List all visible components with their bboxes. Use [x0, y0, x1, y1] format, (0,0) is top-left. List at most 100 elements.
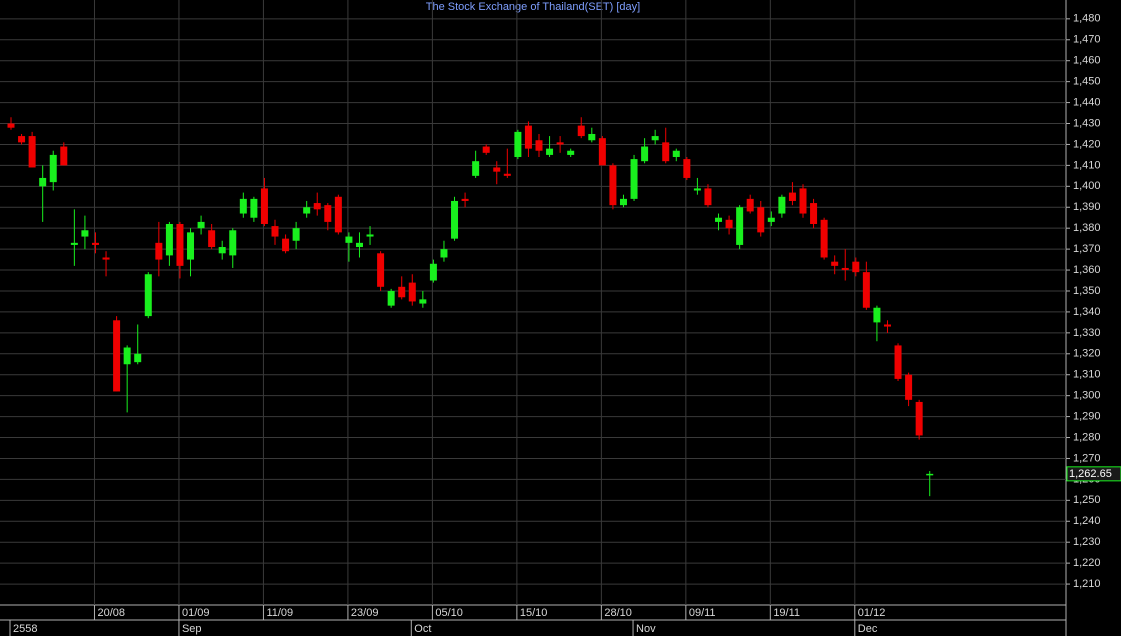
last-value-box — [1066, 466, 1121, 482]
candle-body — [18, 136, 26, 143]
candle-body — [905, 374, 913, 400]
y-tick-label: 1,350 — [1073, 285, 1101, 297]
candle-body — [788, 192, 796, 201]
y-tick-label: 1,410 — [1073, 159, 1101, 171]
x-tick-label: 09/11 — [689, 607, 716, 619]
y-tick-label: 1,470 — [1073, 34, 1101, 46]
candle-body — [736, 207, 744, 245]
candle-body — [535, 140, 543, 151]
y-tick-label: 1,460 — [1073, 55, 1101, 67]
candle-body — [767, 217, 775, 222]
candle-body — [440, 249, 448, 258]
candle-body — [144, 274, 152, 317]
candle-body — [345, 236, 353, 243]
candle-body — [49, 154, 57, 183]
candle-body — [915, 401, 923, 436]
candle-body — [197, 221, 205, 229]
candle-body — [704, 188, 712, 206]
y-tick-label: 1,400 — [1073, 180, 1101, 192]
y-tick-label: 1,270 — [1073, 452, 1101, 464]
candle-body — [778, 196, 786, 214]
month-label: Sep — [182, 623, 202, 635]
candle-body — [873, 307, 881, 323]
candle-body — [472, 161, 480, 176]
candle-body — [7, 123, 15, 128]
x-tick-label: 15/10 — [520, 607, 548, 619]
candle-body — [282, 238, 290, 252]
candle-body — [609, 165, 617, 206]
y-tick-label: 1,290 — [1073, 410, 1101, 422]
x-tick-label: 01/09 — [182, 607, 210, 619]
candle-body — [820, 219, 828, 258]
y-tick-label: 1,230 — [1073, 536, 1101, 548]
candle-body — [271, 226, 279, 237]
month-label: 2558 — [13, 623, 37, 635]
candle-body — [292, 228, 300, 241]
candle-body — [799, 188, 807, 214]
candle-body — [324, 205, 332, 222]
x-tick-label: 11/09 — [266, 607, 293, 619]
candle-body — [503, 173, 511, 176]
x-tick-label: 20/08 — [97, 607, 125, 619]
candle-body — [239, 198, 247, 214]
candle-body — [482, 146, 490, 153]
x-tick-label: 28/10 — [604, 607, 632, 619]
candle-body — [377, 253, 385, 287]
candle-body — [81, 230, 89, 237]
month-label: Dec — [858, 623, 878, 635]
candle-body — [176, 223, 184, 266]
y-tick-label: 1,480 — [1073, 13, 1101, 25]
candle-body — [218, 247, 226, 254]
candle-body — [598, 138, 606, 166]
candle-body — [651, 136, 659, 141]
candle-body — [250, 198, 258, 218]
candle-body — [493, 167, 501, 172]
candle-body — [514, 131, 522, 158]
y-tick-label: 1,440 — [1073, 96, 1101, 108]
candle-body — [672, 150, 680, 158]
y-tick-label: 1,220 — [1073, 557, 1101, 569]
candle-body — [187, 232, 195, 260]
candle-body — [60, 146, 68, 166]
y-tick-label: 1,300 — [1073, 390, 1101, 402]
candle-body — [630, 159, 638, 199]
candle-body — [757, 207, 765, 233]
y-tick-label: 1,310 — [1073, 369, 1101, 381]
candle-body — [641, 146, 649, 162]
candle-body — [155, 242, 163, 260]
y-tick-label: 1,210 — [1073, 578, 1101, 590]
candle-body — [524, 125, 532, 149]
y-tick-label: 1,240 — [1073, 515, 1101, 527]
y-tick-label: 1,450 — [1073, 76, 1101, 88]
candle-body — [208, 230, 216, 248]
y-tick-label: 1,390 — [1073, 201, 1101, 213]
y-tick-label: 1,330 — [1073, 327, 1101, 339]
candle-body — [303, 207, 311, 214]
candle-body — [556, 142, 564, 145]
candle-body — [662, 142, 670, 162]
candle-body — [165, 223, 173, 256]
candle-body — [260, 188, 268, 224]
candle-body — [926, 473, 934, 476]
candle-body — [429, 263, 437, 281]
candle-body — [355, 242, 363, 248]
candle-body — [113, 320, 121, 392]
candle-body — [408, 282, 416, 302]
candle-body — [841, 267, 849, 271]
candle-body — [567, 150, 575, 155]
candle-body — [619, 198, 627, 206]
candle-body — [123, 347, 131, 365]
candle-body — [102, 257, 110, 260]
candle-body — [810, 203, 818, 224]
candle-body — [70, 242, 78, 245]
candle-body — [134, 353, 142, 363]
x-tick-label: 19/11 — [773, 607, 800, 619]
candle-body — [461, 198, 469, 201]
chart-title: The Stock Exchange of Thailand(SET) [day… — [426, 1, 640, 13]
candle-body — [28, 136, 36, 168]
y-tick-label: 1,430 — [1073, 117, 1101, 129]
candle-body — [546, 148, 554, 155]
x-tick-label: 23/09 — [351, 607, 379, 619]
